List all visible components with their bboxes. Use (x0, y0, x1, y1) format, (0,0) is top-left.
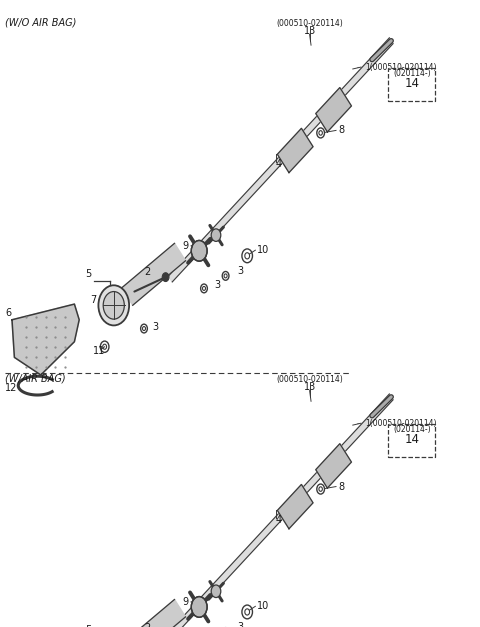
Polygon shape (168, 38, 393, 282)
Text: 14: 14 (404, 433, 420, 446)
Text: 8: 8 (338, 125, 345, 135)
Text: 14: 14 (404, 77, 420, 90)
Polygon shape (12, 304, 79, 375)
Circle shape (211, 229, 221, 241)
Text: 8: 8 (338, 482, 345, 492)
Text: (020114-): (020114-) (393, 69, 431, 78)
Polygon shape (277, 485, 313, 529)
Text: 3: 3 (238, 266, 244, 276)
Text: 10: 10 (257, 601, 269, 611)
Circle shape (98, 285, 129, 325)
Polygon shape (122, 243, 185, 305)
Bar (388, 424, 435, 457)
Text: (000510-020114): (000510-020114) (276, 19, 343, 28)
Circle shape (191, 597, 207, 617)
Text: 7: 7 (90, 295, 96, 305)
Circle shape (191, 240, 207, 261)
Text: 13: 13 (303, 382, 316, 393)
Text: (000510-020114): (000510-020114) (276, 375, 343, 384)
Text: 11: 11 (93, 346, 106, 356)
Bar (388, 68, 435, 101)
Polygon shape (168, 394, 393, 627)
Text: 4: 4 (276, 159, 281, 169)
Text: 3: 3 (215, 280, 221, 290)
Text: 4: 4 (276, 515, 281, 525)
Polygon shape (277, 129, 313, 172)
Circle shape (103, 292, 124, 319)
Text: 13: 13 (303, 26, 316, 36)
Text: (W/O AIR BAG): (W/O AIR BAG) (5, 18, 76, 28)
Text: 5: 5 (84, 269, 91, 279)
Text: 1(000510-020114): 1(000510-020114) (365, 63, 436, 71)
Circle shape (211, 585, 221, 598)
Text: (W/AIR BAG): (W/AIR BAG) (5, 373, 65, 383)
Text: (020114-): (020114-) (393, 425, 431, 434)
Text: 10: 10 (257, 245, 269, 255)
Text: 3: 3 (238, 622, 244, 627)
Text: 12: 12 (5, 383, 17, 393)
Text: 3: 3 (152, 322, 158, 332)
Text: 9: 9 (182, 241, 189, 251)
Circle shape (162, 273, 169, 282)
Polygon shape (122, 599, 185, 627)
Text: 2: 2 (144, 623, 151, 627)
Polygon shape (316, 88, 351, 132)
Text: 1(000510-020114): 1(000510-020114) (365, 419, 436, 428)
Text: 5: 5 (84, 625, 91, 627)
Text: 6: 6 (6, 308, 12, 319)
Text: 9: 9 (182, 597, 189, 607)
Polygon shape (316, 444, 351, 488)
Text: 2: 2 (144, 267, 151, 277)
